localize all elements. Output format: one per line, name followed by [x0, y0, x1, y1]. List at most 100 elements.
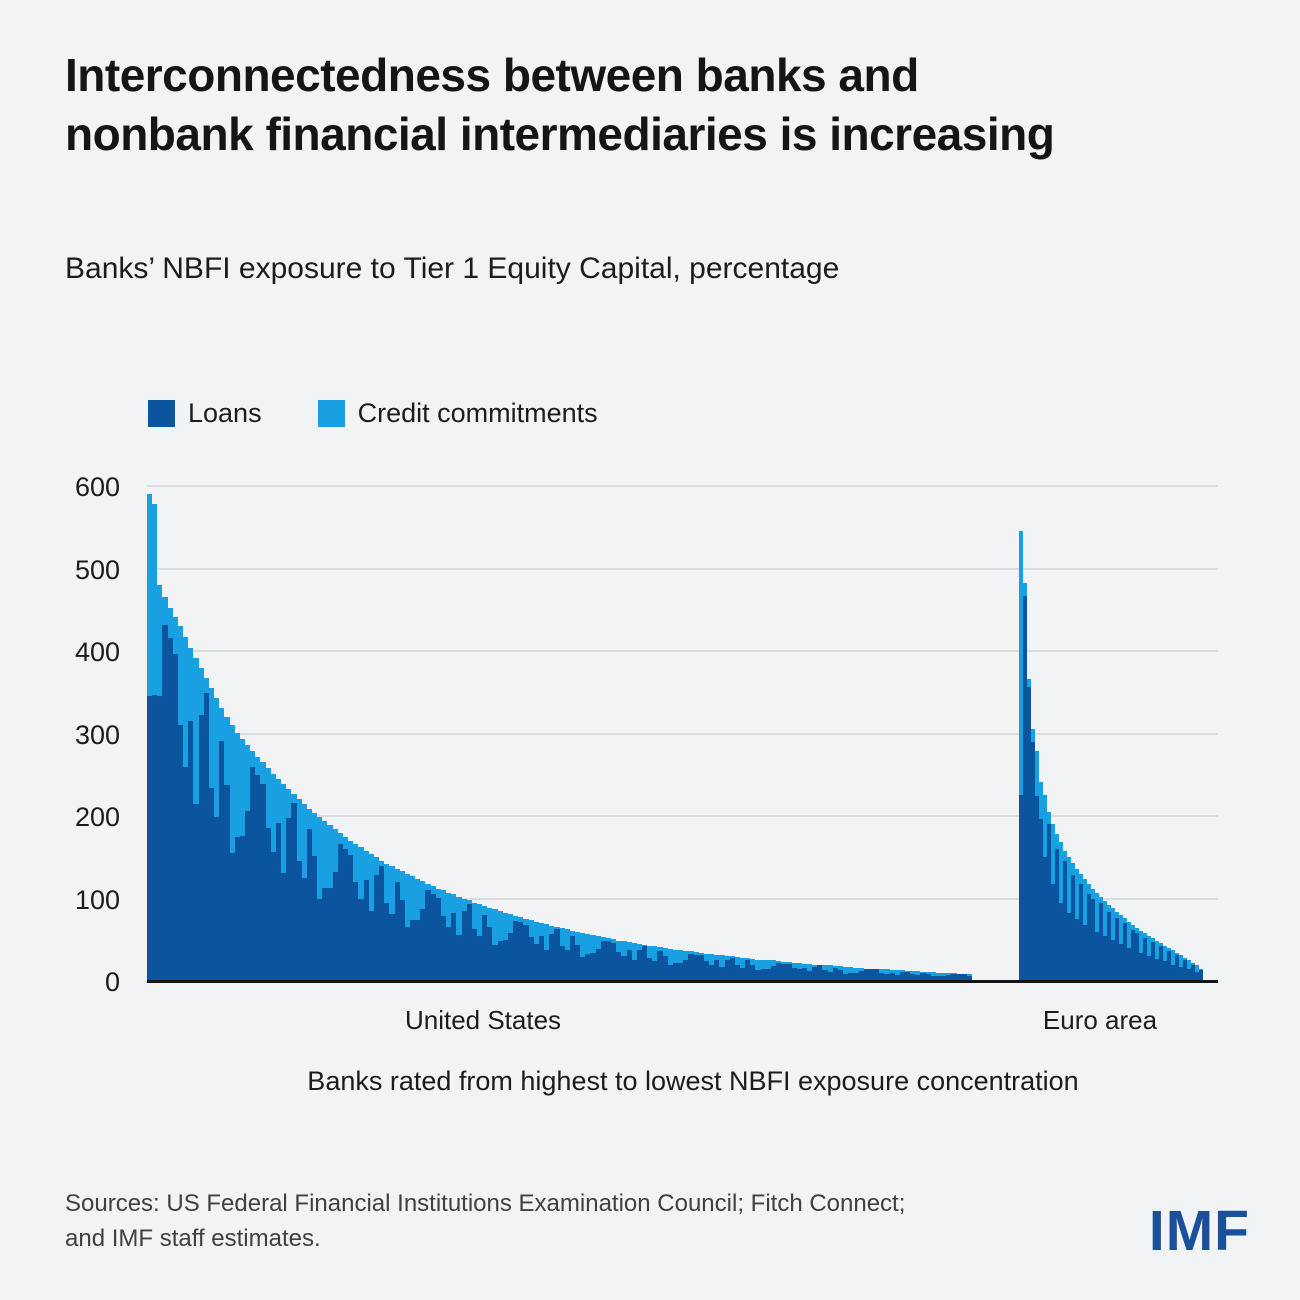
bar-loans-segment — [621, 956, 627, 981]
bar-loans-segment — [446, 926, 452, 981]
bar-loans-segment — [683, 959, 689, 981]
bar-loans-segment — [1075, 919, 1079, 981]
bank-bar — [502, 912, 508, 981]
bank-bar — [1055, 834, 1059, 981]
bank-bar — [1059, 842, 1063, 981]
bank-bar — [384, 863, 390, 981]
bank-bar — [1151, 938, 1155, 981]
bar-loans-segment — [781, 963, 787, 981]
bank-bar — [1163, 945, 1167, 981]
bank-bar — [765, 960, 771, 981]
bar-loans-segment — [920, 972, 926, 981]
bar-group-euro-area — [1019, 488, 1203, 981]
bank-bar — [935, 972, 942, 981]
bank-bar — [1159, 943, 1163, 981]
bank-bar — [698, 952, 704, 981]
bar-loans-segment — [1191, 964, 1195, 981]
chart-subtitle: Banks’ NBFI exposure to Tier 1 Equity Ca… — [65, 252, 840, 285]
bank-bar — [858, 967, 864, 981]
bank-bar — [1107, 905, 1111, 981]
bank-bar — [941, 972, 947, 981]
bar-loans-segment — [801, 967, 807, 981]
bank-bar — [600, 937, 606, 981]
bar-loans-segment — [569, 936, 575, 981]
bar-loans-segment — [941, 976, 947, 981]
bar-loans-segment — [286, 817, 292, 981]
bank-bar — [296, 798, 302, 981]
bar-loans-segment — [693, 954, 699, 981]
bank-bar — [497, 910, 503, 981]
bar-loans-segment — [672, 962, 679, 981]
bar-loans-segment — [1099, 903, 1103, 981]
bank-bar — [585, 933, 591, 981]
bar-loans-segment — [533, 943, 539, 981]
bar-loans-segment — [1043, 857, 1047, 981]
bar-loans-segment — [312, 856, 318, 981]
bank-bar — [1039, 782, 1043, 981]
gridline — [147, 897, 1218, 900]
bank-bar — [172, 617, 178, 981]
bar-loans-segment — [626, 950, 632, 981]
bar-loans-segment — [595, 948, 601, 981]
bank-bar — [709, 953, 715, 981]
bank-bar — [492, 909, 498, 981]
bank-bar — [544, 924, 550, 981]
bank-bar — [430, 886, 436, 981]
bar-loans-segment — [265, 827, 271, 981]
plot-area — [147, 485, 1218, 983]
bank-bar — [657, 947, 663, 981]
sources-line-2: and IMF staff estimates. — [65, 1225, 321, 1252]
bar-loans-segment — [719, 966, 725, 981]
bar-loans-segment — [1071, 875, 1075, 981]
bank-bar — [244, 745, 251, 981]
bar-loans-segment — [214, 816, 220, 981]
bar-loans-segment — [1179, 966, 1183, 981]
bar-loans-segment — [1131, 929, 1135, 981]
bar-loans-segment — [590, 952, 596, 981]
bar-loans-segment — [306, 829, 312, 981]
bank-bar — [626, 942, 632, 981]
bar-loans-segment — [502, 939, 508, 981]
bank-bar — [471, 902, 477, 981]
bank-bar — [1119, 915, 1123, 981]
bank-bar — [1195, 965, 1199, 981]
bar-loans-segment — [353, 882, 359, 981]
bar-loans-segment — [935, 976, 942, 981]
bank-bar — [507, 914, 514, 981]
bank-bar — [219, 707, 225, 981]
bar-loans-segment — [440, 915, 447, 981]
bar-loans-segment — [616, 952, 622, 981]
credit-commitments-swatch-icon — [317, 400, 345, 427]
bar-loans-segment — [559, 946, 565, 981]
bank-bar — [801, 963, 807, 981]
bar-loans-segment — [281, 872, 287, 981]
x-axis-label-united-states: United States — [404, 1005, 562, 1035]
bar-loans-segment — [538, 935, 545, 981]
bar-loans-segment — [667, 964, 673, 981]
bar-loans-segment — [1095, 931, 1099, 981]
bank-bar — [337, 833, 343, 981]
bank-bar — [848, 966, 854, 981]
bar-loans-segment — [688, 953, 694, 981]
bank-bar — [250, 750, 256, 981]
bank-bar — [951, 972, 957, 981]
bar-loans-segment — [1187, 969, 1191, 981]
bank-bar — [796, 962, 802, 981]
bank-bar — [1031, 729, 1035, 981]
bar-loans-segment — [358, 898, 364, 981]
bar-loans-segment — [1083, 924, 1087, 981]
bar-loans-segment — [1159, 946, 1163, 981]
bank-bar — [368, 853, 374, 981]
bar-loans-segment — [1151, 942, 1155, 981]
bar-loans-segment — [925, 974, 931, 981]
bank-bar — [1171, 950, 1175, 981]
bar-loans-segment — [868, 969, 875, 981]
bank-bar — [152, 504, 158, 981]
bar-loans-segment — [745, 960, 751, 981]
bank-bar — [327, 825, 333, 981]
bank-bar — [559, 928, 565, 981]
bank-bar — [229, 725, 235, 981]
bar-loans-segment — [456, 934, 462, 981]
bar-loans-segment — [714, 960, 720, 981]
